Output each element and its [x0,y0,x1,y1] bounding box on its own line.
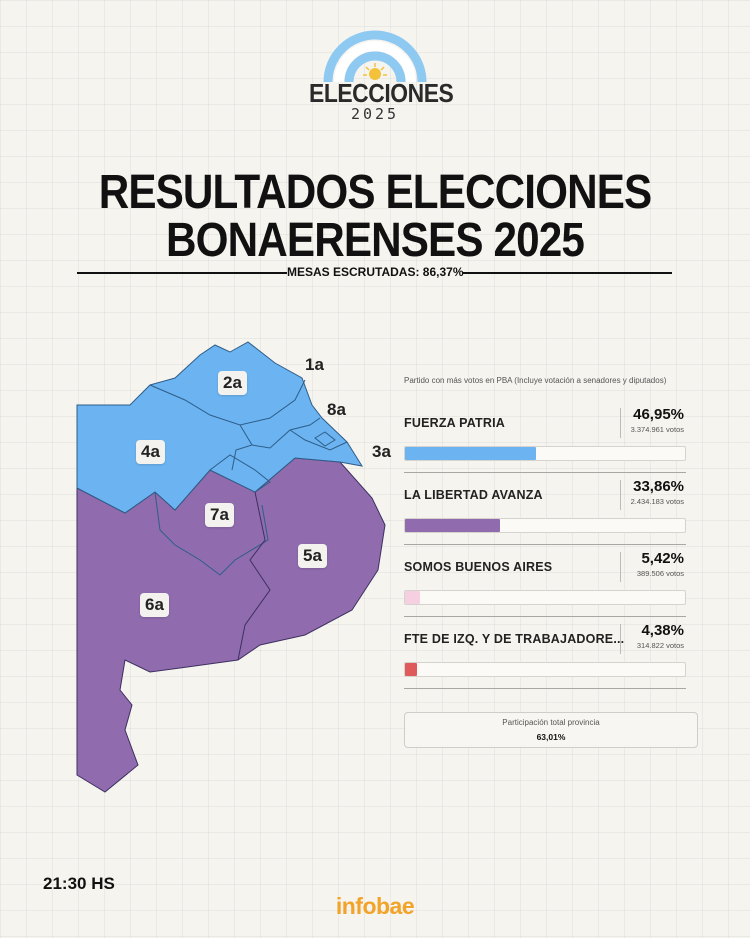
party-row-fuerza-patria: FUERZA PATRIA 46,95% 3.374.961 votos [404,404,686,476]
participation-value: 63,01% [536,732,566,742]
party-name: SOMOS BUENOS AIRES [404,560,553,574]
share-bar-track [404,446,686,461]
party-percentage: 4,38% [641,622,684,639]
map-label-2a: 2a [218,371,247,395]
row-separator [620,480,621,510]
share-bar-fill [405,591,421,604]
party-row-frente-de-izquierda: FTE DE IZQ. Y DE TRABAJADORE... 4,38% 31… [404,620,686,692]
map-label-8a: 8a [327,400,346,419]
map-label-1a: 1a [305,355,324,374]
participation-label: Participación total provincia [502,718,600,727]
province-map [76,341,386,793]
share-bar-fill [405,663,418,676]
row-separator [620,624,621,654]
share-bar-track [404,662,686,677]
party-name: LA LIBERTAD AVANZA [404,488,543,502]
participation-box: Participación total provincia 63,01% [404,712,698,748]
divider-right [462,272,672,274]
map-label-7a: 7a [205,503,234,527]
update-time: 21:30 HS [43,874,115,893]
map-label-6a: 6a [140,593,169,617]
party-votes: 389.506 votos [636,569,684,578]
logo-title: ELECCIONES [309,78,454,108]
party-name: FUERZA PATRIA [404,416,505,430]
share-bar-fill [405,519,500,532]
elecciones-logo [323,30,427,83]
logo-year: 2025 [350,105,400,123]
share-bar-track [404,518,686,533]
party-percentage: 46,95% [633,406,684,423]
map-label-5a: 5a [298,544,327,568]
map-region-fuerza-patria [76,341,364,514]
party-row-somos-buenos-aires: SOMOS BUENOS AIRES 5,42% 389.506 votos [404,548,686,620]
row-divider [404,616,686,617]
page-title-line2: BONAERENSES 2025 [166,214,585,267]
party-name: FTE DE IZQ. Y DE TRABAJADORE... [404,632,625,646]
party-percentage: 5,42% [641,550,684,567]
party-percentage: 33,86% [633,478,684,495]
row-divider [404,688,686,689]
party-votes: 3.374.961 votos [630,425,684,434]
divider-left [77,272,287,274]
row-separator [620,408,621,438]
row-separator [620,552,621,582]
share-bar-fill [405,447,537,460]
party-row-la-libertad-avanza: LA LIBERTAD AVANZA 33,86% 2.434.183 voto… [404,476,686,548]
panel-caption: Partido con más votos en PBA (Incluye vo… [404,376,667,385]
row-divider [404,544,686,545]
mesas-escrutadas: MESAS ESCRUTADAS: 86,37% [287,265,464,279]
row-divider [404,472,686,473]
brand-logo: infobae [335,893,415,919]
party-votes: 2.434.183 votos [630,497,684,506]
page-title-line1: RESULTADOS ELECCIONES [98,166,652,219]
map-label-4a: 4a [136,440,165,464]
party-votes: 314.822 votos [636,641,684,650]
map-label-3a: 3a [372,442,391,461]
share-bar-track [404,590,686,605]
